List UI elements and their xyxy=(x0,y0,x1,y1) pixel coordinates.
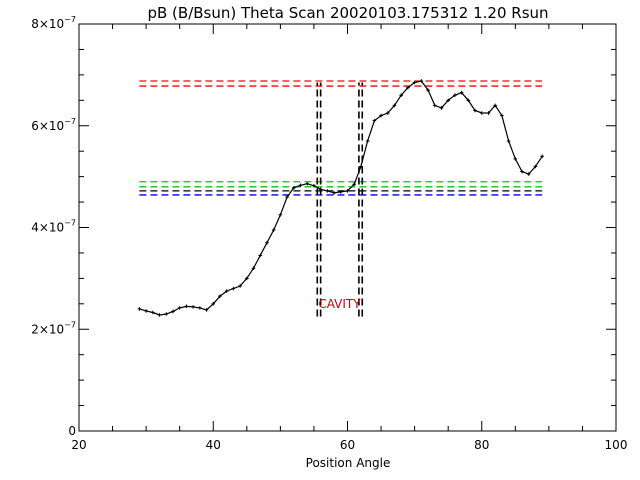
x-tick-label: 40 xyxy=(206,438,221,452)
y-tick-mantissa: 2×10 xyxy=(31,322,64,336)
data-point xyxy=(278,212,283,217)
x-tick-label: 60 xyxy=(340,438,355,452)
data-point xyxy=(157,313,162,317)
data-point xyxy=(312,183,316,188)
data-point xyxy=(204,308,209,312)
y-tick-exponent: −7 xyxy=(64,219,76,228)
data-point xyxy=(500,113,504,118)
y-tick-mantissa: 4×10 xyxy=(31,221,64,235)
y-tick-exponent: −7 xyxy=(64,15,76,24)
data-point xyxy=(251,266,256,270)
x-tick-label: 80 xyxy=(474,438,489,452)
data-point xyxy=(218,294,222,298)
data-point xyxy=(359,164,363,169)
data-point xyxy=(399,93,403,98)
data-point xyxy=(520,169,524,174)
data-point xyxy=(493,103,497,108)
data-point xyxy=(365,139,370,143)
y-tick-label: 4×10−7 xyxy=(31,219,76,235)
data-point xyxy=(325,189,330,193)
data-point xyxy=(473,108,477,113)
data-point xyxy=(285,195,289,199)
y-tick-label: 8×10−7 xyxy=(31,15,76,31)
data-point xyxy=(486,111,491,115)
data-point xyxy=(412,80,417,85)
data-point xyxy=(439,106,444,110)
y-tick-mantissa: 6×10 xyxy=(31,119,64,133)
annotation-group: CAVITY xyxy=(318,297,361,311)
data-point xyxy=(426,88,430,92)
data-point xyxy=(164,312,169,316)
data-point xyxy=(513,157,518,161)
data-point xyxy=(137,307,142,311)
data-point xyxy=(540,154,544,159)
data-point xyxy=(526,172,531,176)
data-point xyxy=(298,183,303,188)
data-point xyxy=(392,103,397,108)
data-point xyxy=(305,181,310,186)
data-point xyxy=(265,240,269,245)
data-point xyxy=(171,309,175,314)
data-point xyxy=(184,304,189,309)
data-point xyxy=(338,190,343,194)
data-point xyxy=(352,182,357,187)
series-group xyxy=(137,79,544,317)
data-point xyxy=(258,253,263,258)
series-line xyxy=(139,80,543,316)
data-point xyxy=(245,276,249,281)
data-point xyxy=(533,164,538,169)
data-point xyxy=(379,113,383,118)
y-tick-label: 6×10−7 xyxy=(31,117,76,133)
plot-frame xyxy=(78,23,617,432)
data-point xyxy=(446,98,450,103)
data-point xyxy=(385,111,390,115)
data-point xyxy=(191,305,195,309)
data-point xyxy=(459,90,464,95)
data-point xyxy=(372,118,377,123)
reference-lines xyxy=(139,80,543,317)
data-point xyxy=(406,85,410,90)
data-point xyxy=(231,286,236,291)
data-point xyxy=(198,306,202,310)
data-point xyxy=(177,306,182,310)
y-tick-mantissa: 8×10 xyxy=(31,17,64,31)
y-tick-label: 2×10−7 xyxy=(31,320,76,336)
data-point xyxy=(466,98,471,103)
data-point xyxy=(144,309,148,313)
x-axis-label: Position Angle xyxy=(306,456,391,470)
data-point xyxy=(419,79,424,83)
data-point xyxy=(224,289,229,293)
data-point xyxy=(271,228,276,232)
chart-title: pB (B/Bsun) Theta Scan 20020103.175312 1… xyxy=(147,4,548,22)
cavity-label: CAVITY xyxy=(318,297,361,311)
data-point xyxy=(238,284,242,288)
data-point xyxy=(432,103,437,108)
y-tick-exponent: −7 xyxy=(64,320,76,329)
y-tick-label: 0 xyxy=(68,424,76,438)
data-point xyxy=(211,302,216,306)
data-point xyxy=(332,191,336,195)
x-tick-label: 20 xyxy=(71,438,86,452)
data-point xyxy=(479,111,484,115)
data-point xyxy=(318,187,323,192)
y-tick-exponent: −7 xyxy=(64,117,76,126)
data-point xyxy=(453,93,457,98)
data-point xyxy=(151,310,155,315)
data-point xyxy=(506,139,511,143)
x-tick-label: 100 xyxy=(605,438,628,452)
data-point xyxy=(292,186,296,190)
data-point xyxy=(345,189,350,193)
